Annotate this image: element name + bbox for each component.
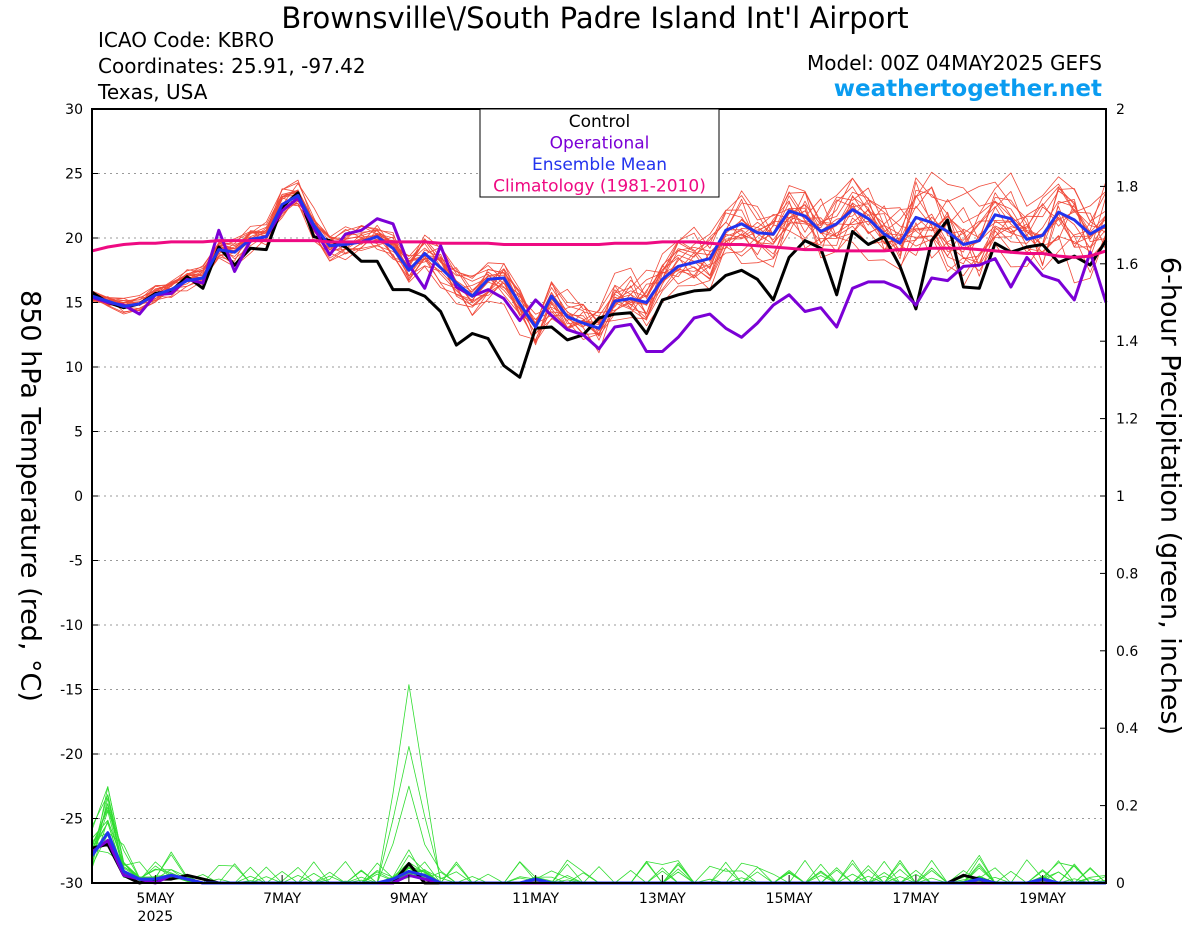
ensemble-member-precip-line <box>91 841 1106 884</box>
ensemble-member-precip-line <box>91 845 1106 884</box>
ensemble-member-precip-line <box>91 786 1106 884</box>
y-left-tick-label: 30 <box>65 102 83 118</box>
control-precip-line <box>91 842 1106 885</box>
y-right-tick-label: 0.4 <box>1116 721 1138 737</box>
y-left-tick-label: 15 <box>65 296 83 312</box>
x-year-label: 2025 <box>138 909 174 925</box>
y-left-tick-label: 5 <box>74 425 83 441</box>
legend-box <box>479 108 720 198</box>
y-left-tick-label: -5 <box>69 554 83 570</box>
y-left-tick-label: 20 <box>65 231 83 247</box>
ensemble-mean-temp-line <box>91 193 1107 330</box>
y-right-tick-label: 1.4 <box>1116 334 1138 350</box>
ensemble-member-temp-line <box>91 196 1107 325</box>
y-left-tick-label: -30 <box>60 876 83 892</box>
legend-entry: Climatology (1981-2010) <box>493 177 706 197</box>
ensemble-member-precip-line <box>91 794 1107 884</box>
x-tick-label: 7MAY <box>263 891 301 907</box>
ensemble-member-temp-line <box>91 179 1107 329</box>
climatology-1981-2010-temp-line <box>91 239 1107 259</box>
control-temp-line <box>91 191 1108 379</box>
ensemble-member-precip-line <box>91 809 1106 884</box>
y-right-tick-label: 0 <box>1116 876 1125 892</box>
y-left-tick-label: 25 <box>65 167 83 183</box>
y-right-tick-label: 0.2 <box>1116 799 1138 815</box>
legend-entry: Operational <box>550 134 650 154</box>
x-tick-label: 15MAY <box>766 891 813 907</box>
legend-entry: Ensemble Mean <box>532 155 667 175</box>
y-right-tick-label: 1.6 <box>1116 257 1138 273</box>
y-right-tick-label: 1 <box>1116 489 1125 505</box>
x-tick-label: 19MAY <box>1019 891 1066 907</box>
y-left-tick-label: -15 <box>60 683 83 699</box>
icao-code: ICAO Code: KBRO <box>98 28 275 52</box>
ensemble-member-precip-line <box>91 797 1106 884</box>
ensemble-member-precip-line <box>91 785 1106 884</box>
y-right-tick-label: 1.2 <box>1116 412 1138 428</box>
ensemble-member-precip-line <box>91 746 1107 884</box>
ensemble-member-precip-line <box>91 811 1107 884</box>
ensemble-member-temp-line <box>91 187 1107 341</box>
x-tick-label: 9MAY <box>390 891 428 907</box>
x-tick-label: 5MAY <box>136 891 174 907</box>
region: Texas, USA <box>98 80 208 104</box>
y-right-tick-label: 0.8 <box>1116 566 1138 582</box>
y-right-tick-label: 0.6 <box>1116 644 1138 660</box>
y-left-tick-label: -25 <box>60 812 83 828</box>
site-link[interactable]: weathertogether.net <box>833 76 1102 102</box>
x-tick-label: 11MAY <box>512 891 559 907</box>
chart-title: Brownsville\/South Padre Island Int'l Ai… <box>281 1 909 35</box>
y-left-tick-label: -10 <box>60 618 83 634</box>
x-tick-label: 13MAY <box>639 891 686 907</box>
model-run: Model: 00Z 04MAY2025 GEFS <box>807 51 1102 75</box>
ensemble-member-temp-line <box>91 186 1107 330</box>
y-left-tick-label: 10 <box>65 360 83 376</box>
ensemble-member-precip-line <box>91 684 1107 884</box>
ensemble-member-precip-line <box>91 803 1106 884</box>
legend-entry: Control <box>569 112 630 132</box>
y-right-tick-label: 1.8 <box>1116 179 1138 195</box>
coordinates: Coordinates: 25.91, -97.42 <box>98 54 366 78</box>
ensemble-member-temp-line <box>91 189 1107 354</box>
y-left-tick-label: 0 <box>74 489 83 505</box>
y-right-tick-label: 2 <box>1116 102 1125 118</box>
ensemble-member-precip-line <box>91 806 1106 884</box>
x-tick-label: 17MAY <box>892 891 939 907</box>
ensemble-member-precip-line <box>91 794 1107 884</box>
y-left-tick-label: -20 <box>60 747 83 763</box>
